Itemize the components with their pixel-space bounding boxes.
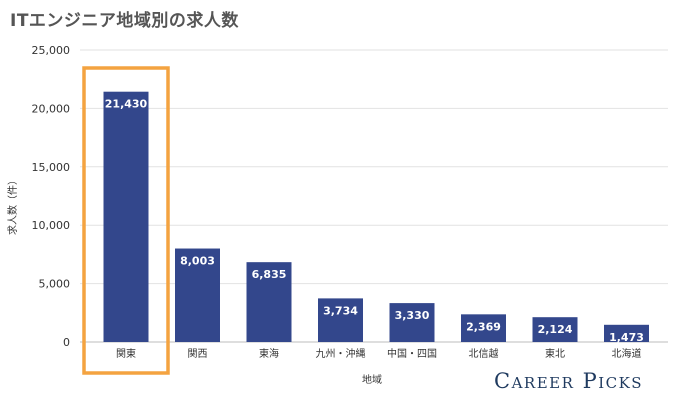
- x-tick-label: 九州・沖縄: [316, 347, 366, 360]
- x-tick-label: 関西: [188, 348, 208, 360]
- bars: 21,430 8,003 6,835 3,734 3,330 2,369 2,124 1,47…: [103, 91, 649, 344]
- bar-value-label: 1,473: [609, 331, 644, 344]
- bar-value-label: 3,330: [395, 309, 430, 322]
- y-tick-label: 20,000: [32, 102, 71, 115]
- y-tick-label: 0: [63, 336, 70, 349]
- bar: [604, 324, 649, 342]
- x-tick-label: 中国・四国: [387, 347, 437, 360]
- bar-value-label: 21,430: [105, 98, 148, 111]
- bar: [532, 317, 578, 342]
- bar-value-label: 2,124: [538, 323, 573, 336]
- bar: [389, 303, 435, 342]
- y-axis-ticks: 0 5,000 10,000 15,000 20,000 25,000: [32, 44, 71, 349]
- bar: [175, 248, 220, 342]
- y-tick-label: 15,000: [32, 161, 71, 174]
- x-tick-label: 東北: [545, 347, 565, 360]
- bar: [103, 91, 149, 342]
- bar-value-label: 8,003: [180, 255, 215, 268]
- bar: [246, 262, 292, 342]
- highlight-frame: [82, 66, 170, 375]
- x-axis-label: 地域: [362, 373, 382, 386]
- chart-title: ITエンジニア地域別の求人数: [10, 11, 239, 31]
- highlight-box: [82, 66, 170, 375]
- bar-value-label: 6,835: [252, 268, 287, 281]
- bar-value-label: 3,734: [323, 304, 358, 317]
- bar-value-label: 2,369: [466, 320, 501, 333]
- bar: [461, 314, 506, 342]
- x-tick-label: 北海道: [612, 347, 642, 360]
- y-axis-label: 求人数（件）: [6, 175, 19, 235]
- x-tick-label: 関東: [116, 347, 136, 360]
- x-tick-label: 北信越: [469, 347, 499, 360]
- y-tick-label: 25,000: [32, 44, 71, 57]
- y-tick-label: 10,000: [32, 219, 71, 232]
- x-axis-ticks: 関東 関西 東海 九州・沖縄 中国・四国 北信越 東北 北海道: [116, 347, 642, 360]
- x-tick-label: 東海: [259, 347, 279, 360]
- career-picks-logo: Career Picks: [494, 369, 644, 393]
- y-tick-label: 5,000: [39, 278, 71, 291]
- bar: [318, 298, 363, 342]
